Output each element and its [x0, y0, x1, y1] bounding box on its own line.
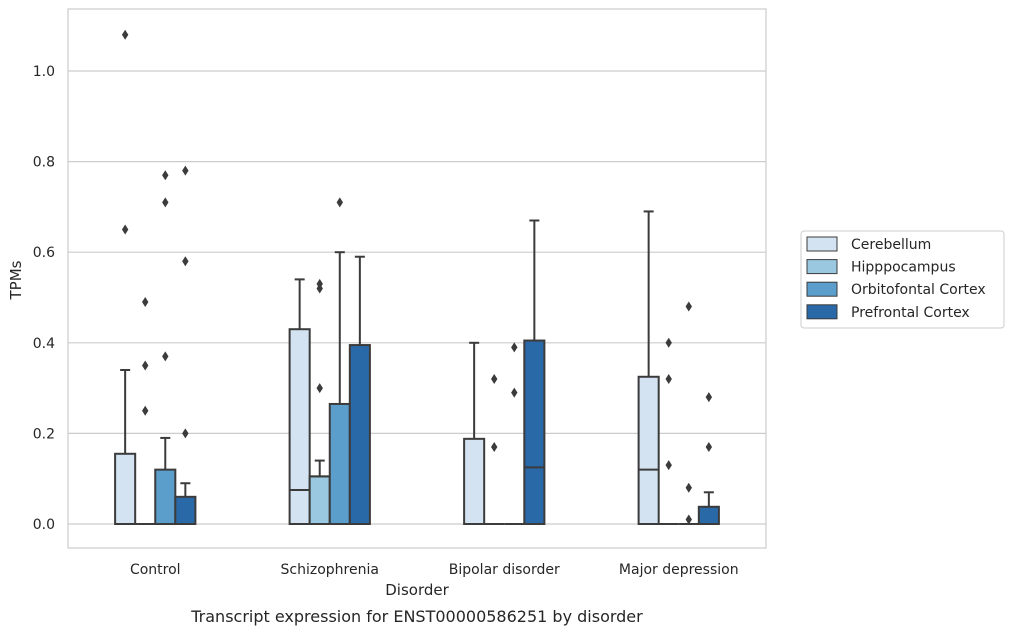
outlier-point [121, 29, 129, 40]
outlier-point [511, 387, 518, 398]
box [348, 255, 371, 525]
outlier-point [665, 460, 672, 471]
outlier-point [685, 301, 692, 312]
outlier-point [121, 224, 129, 235]
outlier-point [142, 360, 149, 371]
outlier-point [665, 374, 672, 385]
box-body [114, 452, 137, 525]
outlier-point [705, 441, 713, 452]
outlier-point [316, 383, 323, 394]
plot-frame [67, 8, 767, 549]
y-axis-ticks: 0.0 0.2 0.4 0.6 0.8 1.0 [33, 64, 55, 533]
legend-item: Prefrontal Cortex [806, 304, 970, 321]
y-axis-label: TPMs [7, 260, 25, 300]
legend-swatch [806, 281, 838, 297]
box-body [154, 468, 177, 526]
box [637, 210, 660, 525]
outlier-point [162, 197, 169, 208]
x-axis-ticks: Control Schizophrenia Bipolar disorder Majo… [130, 562, 739, 578]
y-tick-label: 0.2 [33, 426, 55, 442]
box-body [174, 495, 197, 526]
box [523, 219, 546, 525]
box-body [288, 328, 311, 525]
legend-swatch [806, 259, 838, 275]
outlier-point [182, 428, 189, 439]
legend-label: Cerebellum [851, 237, 931, 253]
legend-frame [800, 230, 1005, 329]
box-body [523, 339, 546, 525]
outlier-point [142, 405, 149, 416]
outlier-point [182, 256, 189, 267]
legend-label: Orbitofontal Cortex [851, 282, 986, 298]
box [135, 297, 156, 525]
box [308, 278, 331, 525]
outlier-point [316, 278, 323, 289]
box [114, 29, 137, 525]
box [463, 341, 486, 525]
box [678, 301, 699, 525]
outlier-point [685, 514, 692, 525]
box-body [328, 402, 351, 525]
plot-area [114, 29, 720, 526]
box [504, 342, 525, 525]
box [328, 197, 351, 525]
gridlines [68, 70, 766, 525]
legend-label: Prefrontal Cortex [851, 305, 970, 321]
chart-caption: Transcript expression for ENST0000058625… [190, 607, 643, 626]
box-body [308, 475, 331, 525]
y-tick-label: 0.6 [33, 245, 55, 261]
x-axis-label: Disorder [385, 581, 449, 599]
y-tick-label: 0.0 [33, 517, 55, 533]
box [154, 170, 177, 526]
x-tick-label: Bipolar disorder [449, 562, 560, 578]
outlier-point [491, 441, 498, 452]
outlier-point [685, 482, 692, 493]
x-tick-label: Control [130, 562, 181, 578]
box-body [463, 437, 486, 525]
x-tick-label: Major depression [619, 562, 739, 578]
legend-label: Hipppocampus [851, 260, 956, 276]
legend: Cerebellum Hipppocampus Orbitofontal Corte… [800, 230, 1005, 329]
outlier-point [336, 197, 343, 208]
legend-item: Orbitofontal Cortex [806, 281, 986, 298]
outlier-point [491, 374, 498, 385]
box [697, 392, 720, 526]
outlier-point [511, 342, 518, 353]
y-tick-label: 0.4 [33, 336, 55, 352]
box [288, 278, 311, 525]
y-tick-label: 0.8 [33, 155, 55, 171]
outlier-point [162, 351, 169, 362]
box-body [637, 375, 660, 525]
legend-item: Hipppocampus [806, 259, 956, 276]
legend-swatch [806, 304, 838, 320]
y-tick-label: 1.0 [33, 64, 55, 80]
box-body [697, 505, 720, 526]
box-body [348, 344, 371, 525]
x-tick-label: Schizophrenia [281, 562, 379, 578]
outlier-point [665, 337, 672, 348]
box [484, 374, 505, 525]
legend-swatch [806, 236, 838, 252]
outlier-point [162, 170, 169, 181]
outlier-point [705, 392, 713, 403]
box [658, 337, 679, 525]
box [174, 165, 197, 526]
legend-item: Cerebellum [806, 236, 931, 253]
outlier-point [142, 297, 149, 308]
outlier-point [182, 165, 189, 176]
